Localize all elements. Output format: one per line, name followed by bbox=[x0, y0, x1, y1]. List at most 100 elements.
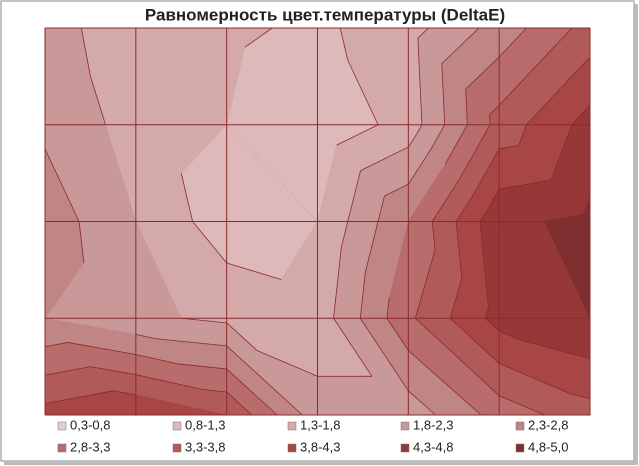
contour-line bbox=[408, 390, 436, 416]
contour-line bbox=[192, 221, 227, 264]
contour-line bbox=[465, 89, 468, 125]
contour-line bbox=[113, 390, 136, 396]
contour-line bbox=[455, 194, 474, 222]
contour-line bbox=[135, 333, 156, 340]
legend-swatch bbox=[172, 443, 182, 453]
contour-line bbox=[499, 363, 570, 394]
legend-label: 2,8-3,3 bbox=[70, 439, 110, 454]
contour-line bbox=[44, 390, 114, 405]
contour-line bbox=[557, 56, 591, 92]
contour-line bbox=[178, 363, 227, 370]
legend-label: 4,3-4,8 bbox=[413, 439, 453, 454]
legend-swatch bbox=[287, 421, 297, 431]
chart-title: Равномерность цвет.температуры (DeltaE) bbox=[145, 5, 505, 24]
contour-line bbox=[512, 27, 527, 43]
contour-line bbox=[571, 114, 582, 126]
contour-line bbox=[135, 354, 179, 365]
plot-area bbox=[44, 27, 591, 416]
contour-line bbox=[333, 246, 342, 319]
contour-line bbox=[550, 124, 573, 181]
legend-swatch bbox=[287, 443, 297, 453]
contour-line bbox=[518, 124, 527, 146]
contour-line bbox=[441, 27, 480, 64]
contour-line bbox=[499, 395, 545, 416]
legend-label: 1,3-1,8 bbox=[300, 417, 340, 432]
contour-line bbox=[180, 173, 193, 222]
contour-line bbox=[431, 178, 460, 222]
contour-line bbox=[526, 90, 559, 126]
contour-line bbox=[444, 124, 468, 165]
contour-line bbox=[44, 366, 91, 376]
contour-line bbox=[431, 221, 436, 250]
contour-line bbox=[449, 278, 463, 319]
contour-line bbox=[473, 148, 500, 195]
legend-swatch bbox=[400, 421, 410, 431]
contour-line bbox=[416, 124, 423, 135]
contour-line bbox=[226, 391, 253, 416]
contour-line bbox=[489, 105, 500, 115]
contour-line bbox=[580, 105, 591, 116]
contour-line bbox=[414, 249, 436, 319]
shadow bbox=[4, 461, 638, 465]
contour-line bbox=[417, 27, 429, 39]
contour-line bbox=[226, 322, 258, 351]
contour-line bbox=[360, 146, 409, 171]
contour-line bbox=[407, 148, 432, 185]
legend-swatch bbox=[57, 443, 67, 453]
contour-line bbox=[384, 183, 409, 197]
contour-line bbox=[484, 306, 489, 319]
legend-label: 0,8-1,3 bbox=[185, 417, 225, 432]
legend-label: 3,8-4,3 bbox=[300, 439, 340, 454]
contour-line bbox=[244, 27, 273, 48]
contour-line bbox=[415, 317, 500, 396]
contour-line bbox=[80, 27, 91, 77]
contour-line bbox=[499, 330, 520, 341]
contour-line bbox=[544, 214, 584, 222]
contour-line bbox=[459, 124, 491, 180]
contour-line bbox=[154, 338, 227, 347]
contour-line bbox=[364, 221, 379, 273]
shadow bbox=[634, 4, 638, 464]
legend-label: 4,8-5,0 bbox=[528, 439, 568, 454]
contour-line bbox=[499, 145, 519, 150]
contour-line bbox=[430, 124, 446, 150]
legend-swatch bbox=[172, 421, 182, 431]
contour-line bbox=[135, 374, 203, 390]
contour-line bbox=[535, 27, 573, 67]
contour-line bbox=[347, 60, 379, 125]
contour-line bbox=[441, 63, 446, 125]
contour-line bbox=[339, 27, 349, 61]
contour-line bbox=[226, 262, 282, 280]
contour-line bbox=[67, 342, 136, 355]
contour-line bbox=[386, 318, 409, 351]
legend-label: 3,3-3,8 bbox=[185, 439, 225, 454]
contour-line bbox=[498, 66, 536, 106]
contour-line bbox=[499, 179, 552, 190]
contour-line bbox=[78, 221, 85, 264]
contour-line bbox=[202, 389, 227, 393]
contour-line bbox=[449, 317, 500, 364]
contour-line bbox=[359, 318, 409, 392]
legend-swatch bbox=[400, 443, 410, 453]
contour-line bbox=[226, 368, 278, 416]
contour-line bbox=[44, 148, 80, 222]
legend-swatch bbox=[515, 443, 525, 453]
contour-line bbox=[417, 38, 423, 125]
contour-line bbox=[479, 209, 489, 222]
legend-swatch bbox=[57, 421, 67, 431]
contour-line bbox=[336, 124, 379, 146]
legend-label: 0,3-0,8 bbox=[70, 417, 110, 432]
contour-line bbox=[407, 133, 418, 148]
contour-line bbox=[90, 366, 136, 376]
contour-line bbox=[479, 221, 489, 307]
contour-line bbox=[484, 317, 500, 332]
contour-line bbox=[44, 342, 68, 348]
contour-line bbox=[347, 170, 361, 222]
legend-label: 1,8-2,3 bbox=[413, 417, 453, 432]
contour-line bbox=[455, 221, 463, 279]
legend-swatch bbox=[515, 421, 525, 431]
contour-line bbox=[569, 393, 591, 400]
legend: 0,3-0,8 0,8-1,3 1,3-1,8 1,8-2,3 2,3-2,8 2,8-3… bbox=[57, 417, 568, 454]
contour-line bbox=[386, 297, 390, 319]
